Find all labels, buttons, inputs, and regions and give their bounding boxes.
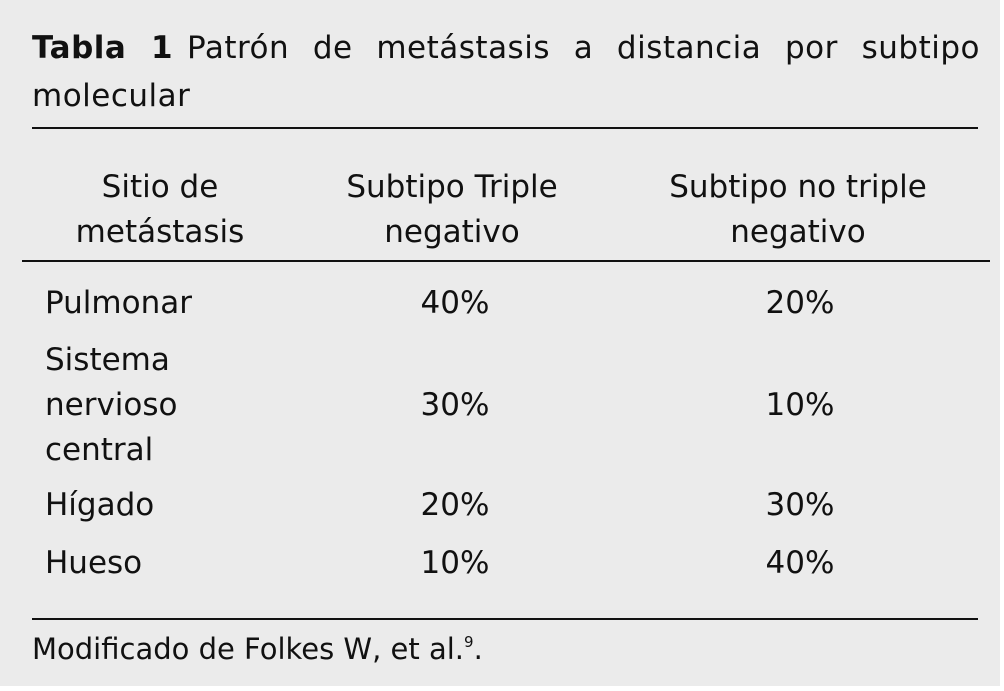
- footnote-period: .: [473, 632, 483, 666]
- row-label: Hígado: [45, 487, 155, 523]
- value-cell: 20%: [420, 487, 490, 523]
- caption: Tabla 1 Patrón de metástasis a distancia …: [32, 24, 980, 120]
- top-rule: [32, 127, 978, 129]
- caption-label: Tabla 1: [32, 30, 174, 66]
- footnote-ref: 9: [464, 633, 474, 651]
- footnote: Modificado de Folkes W, et al.9.: [32, 632, 483, 666]
- header-cell: Subtipo no triple negativo: [669, 169, 927, 250]
- header-cell: Subtipo Triple negativo: [346, 169, 558, 250]
- row-label: Pulmonar: [45, 285, 192, 321]
- caption-title: Patrón de metástasis a distancia por sub…: [32, 30, 980, 114]
- value-cell: 10%: [765, 387, 835, 423]
- bottom-rule: [32, 618, 978, 620]
- row-label: Sistema nervioso central: [45, 342, 178, 468]
- value-cell: 30%: [420, 387, 490, 423]
- value-cell: 30%: [765, 487, 835, 523]
- header-cell: Sitio de metástasis: [75, 169, 245, 250]
- value-cell: 40%: [765, 545, 835, 581]
- value-cell: 20%: [765, 285, 835, 321]
- value-cell: 40%: [420, 285, 490, 321]
- footnote-text: Modificado de Folkes W, et al.: [32, 632, 465, 666]
- row-label: Hueso: [45, 545, 143, 581]
- header-rule: [22, 260, 990, 262]
- value-cell: 10%: [420, 545, 490, 581]
